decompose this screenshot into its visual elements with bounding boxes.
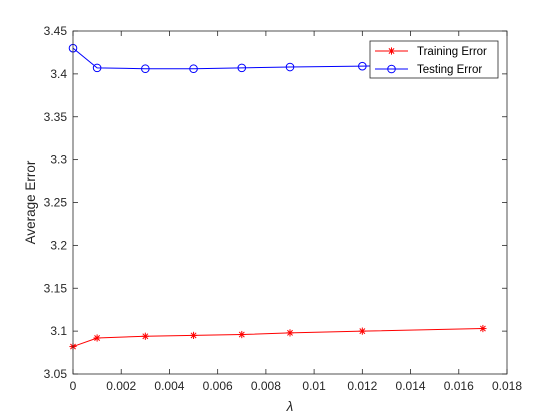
x-tick-label: 0.012 (347, 379, 377, 393)
data-point (189, 64, 198, 74)
y-tick-label: 3.2 (50, 238, 67, 252)
y-tick-label: 3.35 (44, 110, 68, 124)
x-tick-label: 0.008 (251, 379, 281, 393)
y-tick-label: 3.1 (50, 324, 67, 338)
x-tick-label: 0.004 (154, 379, 184, 393)
data-point (358, 327, 366, 335)
y-tick-label: 3.15 (44, 281, 68, 295)
data-point (141, 332, 149, 340)
legend-item: Training Error (375, 46, 487, 58)
legend-label: Training Error (417, 46, 487, 58)
y-tick-label: 3.05 (44, 367, 68, 381)
data-point (286, 329, 294, 337)
x-tick-label: 0.006 (203, 379, 233, 393)
y-tick-label: 3.45 (44, 24, 68, 38)
data-point (93, 334, 101, 342)
x-tick-label: 0.016 (444, 379, 474, 393)
plot-area (73, 31, 507, 374)
y-tick-label: 3.25 (44, 196, 68, 210)
axes-layer: 0 0.002 0.004 0.006 0.008 0.01 0.012 0.014 0.016… (44, 24, 523, 393)
data-point (92, 63, 102, 73)
series-line (72, 47, 483, 70)
legend-marker (387, 64, 396, 74)
legend-marker (387, 47, 396, 55)
legend-label: Testing Error (417, 64, 482, 76)
series-layer (68, 43, 488, 351)
x-tick-label: 0.002 (106, 379, 136, 393)
series-line (72, 328, 483, 348)
data-point (479, 324, 487, 333)
data-point (237, 63, 247, 73)
y-axis-label: Average Error (23, 160, 38, 244)
data-point (285, 62, 295, 72)
y-tick-label: 3.3 (50, 153, 67, 167)
series-testing (68, 43, 488, 74)
legend-item: Testing Error (375, 64, 482, 76)
x-tick-label: 0 (70, 379, 77, 393)
data-point (238, 330, 246, 339)
x-tick-label: 0.01 (302, 379, 326, 393)
legend-box (369, 40, 499, 79)
x-tick-label: 0.018 (492, 379, 522, 393)
series-training (69, 324, 487, 351)
data-point (189, 331, 198, 340)
x-tick-label: 0.014 (396, 379, 426, 393)
legend: Training Error Testing Error (369, 40, 499, 79)
data-point (358, 61, 367, 71)
x-axis-label: λ (286, 399, 294, 414)
y-tick-label: 3.4 (50, 67, 67, 81)
data-point (141, 64, 150, 74)
